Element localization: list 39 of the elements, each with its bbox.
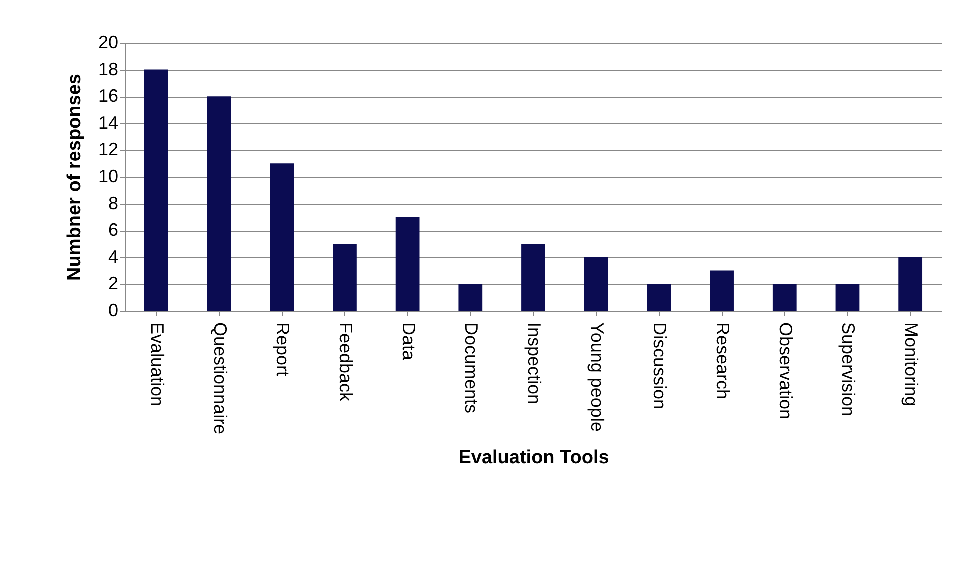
y-tick-label: 0: [108, 300, 118, 320]
y-tick-label: 16: [98, 86, 118, 106]
y-tick-label: 2: [108, 274, 118, 294]
y-tick-label: 4: [108, 246, 118, 267]
x-tick-label: Research: [713, 322, 734, 400]
y-axis-title: Numbner of responses: [64, 74, 86, 281]
bar: [522, 244, 546, 311]
bar: [647, 284, 672, 311]
bar: [898, 257, 923, 311]
y-tick-label: 8: [108, 193, 118, 214]
bar: [584, 257, 608, 311]
y-tick-label: 20: [98, 32, 118, 52]
x-tick-label: Young people: [587, 322, 608, 432]
x-tick-label: Observation: [776, 322, 796, 420]
y-tick-label: 14: [98, 112, 118, 133]
x-tick-label: Supervision: [838, 322, 859, 417]
bar: [458, 284, 483, 311]
x-tick-label: Evaluation: [147, 322, 168, 407]
x-tick-label: Inspection: [524, 322, 544, 405]
bar: [270, 164, 294, 311]
x-tick-label: Monitoring: [902, 322, 922, 407]
x-tick-label: Discussion: [650, 322, 670, 410]
x-tick-label: Feedback: [336, 322, 356, 403]
x-tick-label: Questionnaire: [210, 322, 230, 435]
y-tick-label: 10: [98, 166, 118, 186]
bar: [207, 96, 232, 311]
y-tick-label: 6: [108, 220, 118, 240]
bar: [836, 284, 860, 311]
bar: [710, 270, 734, 311]
bar: [772, 284, 797, 311]
x-tick-label: Documents: [462, 322, 482, 414]
x-tick-label: Report: [273, 322, 294, 377]
x-axis-title: Evaluation Tools: [458, 448, 610, 469]
y-tick-label: 12: [98, 140, 118, 160]
bar: [396, 217, 420, 311]
bar: [144, 70, 168, 311]
bar: [333, 244, 357, 311]
x-tick-label: Data: [398, 322, 419, 362]
y-tick-label: 18: [98, 59, 118, 80]
